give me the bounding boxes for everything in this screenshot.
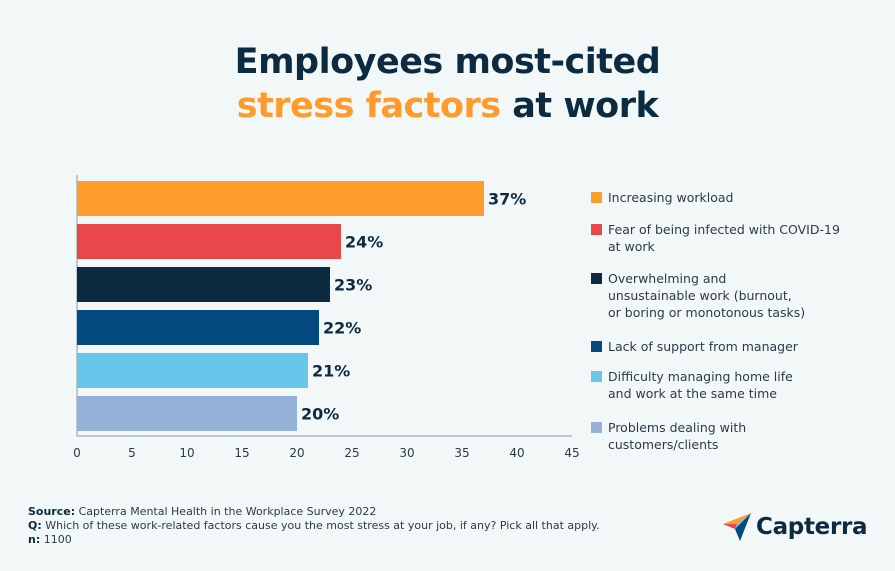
legend-label-1: Fear of being infected with COVID-19 at w… (608, 222, 840, 254)
source-line: Source: Capterra Mental Health in the Wo… (28, 505, 600, 519)
x-tick-label-3: 15 (234, 446, 249, 460)
title-line-2: stress factors at work (0, 84, 895, 128)
x-tick-label-6: 30 (399, 446, 414, 460)
legend-swatch-3 (591, 341, 602, 352)
brand-name: Capterra (756, 514, 868, 540)
bar-value-label-5: 20% (301, 405, 339, 424)
sample-text: 1100 (40, 533, 72, 546)
bar-1 (77, 224, 341, 259)
x-tick-label-8: 40 (509, 446, 524, 460)
legend-label-5-line-1: customers/clients (608, 437, 718, 452)
question-label: Q: (28, 519, 42, 532)
x-tick-label-1: 5 (128, 446, 136, 460)
legend-swatch-2 (591, 273, 602, 284)
legend-swatch-5 (591, 422, 602, 433)
title-accent: stress factors (236, 86, 501, 126)
bar-chart: 0 5 10 15 20 25 30 35 40 45 37% 24% 23% 22% 21% 20% Incr… (73, 175, 840, 460)
bar-value-label-0: 37% (488, 190, 526, 209)
chart-title: Employees most-cited stress factors at w… (0, 40, 895, 128)
legend-label-3: Lack of support from manager (608, 339, 799, 354)
legend-swatch-4 (591, 371, 602, 382)
legend-label-0: Increasing workload (608, 190, 733, 205)
legend-swatch-0 (591, 192, 602, 203)
legend-label-1-line-1: at work (608, 239, 656, 254)
legend-label-2-line-0: Overwhelming and (608, 271, 726, 286)
capterra-logo: Capterra (722, 512, 868, 542)
x-tick-label-2: 10 (179, 446, 194, 460)
x-tick-label-4: 20 (289, 446, 304, 460)
legend-label-2-line-1: unsustainable work (burnout, (608, 288, 792, 303)
capterra-arrow-icon (723, 513, 751, 541)
footer-notes: Source: Capterra Mental Health in the Wo… (28, 505, 600, 547)
legend-label-2-line-2: or boring or monotonous tasks) (608, 305, 805, 320)
title-line-1: Employees most-cited (234, 42, 661, 82)
legend-label-1-line-0: Fear of being infected with COVID-19 (608, 222, 840, 237)
legend-swatch-1 (591, 224, 602, 235)
x-tick-label-9: 45 (564, 446, 579, 460)
bar-3 (77, 310, 319, 345)
bar-value-label-4: 21% (312, 362, 350, 381)
sample-line: n: 1100 (28, 533, 600, 547)
source-label: Source: (28, 505, 76, 518)
legend-label-4-line-0: Difficulty managing home life (608, 369, 793, 384)
legend-label-5: Problems dealing with customers/clients (608, 420, 746, 452)
bar-value-label-3: 22% (323, 319, 361, 338)
legend-label-3-line-0: Lack of support from manager (608, 339, 799, 354)
question-text: Which of these work-related factors caus… (41, 519, 600, 532)
source-text: Capterra Mental Health in the Workplace … (75, 505, 377, 518)
x-tick-label-7: 35 (454, 446, 469, 460)
sample-label: n: (28, 533, 41, 546)
bar-0 (77, 181, 484, 216)
title-rest: at work (500, 86, 659, 126)
legend-label-0-line-0: Increasing workload (608, 190, 733, 205)
legend-label-2: Overwhelming and unsustainable work (burn… (608, 271, 805, 320)
legend-label-5-line-0: Problems dealing with (608, 420, 746, 435)
x-tick-label-5: 25 (344, 446, 359, 460)
x-tick-label-0: 0 (73, 446, 81, 460)
question-line: Q: Which of these work-related factors c… (28, 519, 600, 533)
bar-4 (77, 353, 308, 388)
bar-2 (77, 267, 330, 302)
legend-label-4: Difficulty managing home life and work at… (608, 369, 793, 401)
bar-value-label-2: 23% (334, 276, 372, 295)
bar-5 (77, 396, 297, 431)
bar-value-label-1: 24% (345, 233, 383, 252)
legend-label-4-line-1: and work at the same time (608, 386, 777, 401)
